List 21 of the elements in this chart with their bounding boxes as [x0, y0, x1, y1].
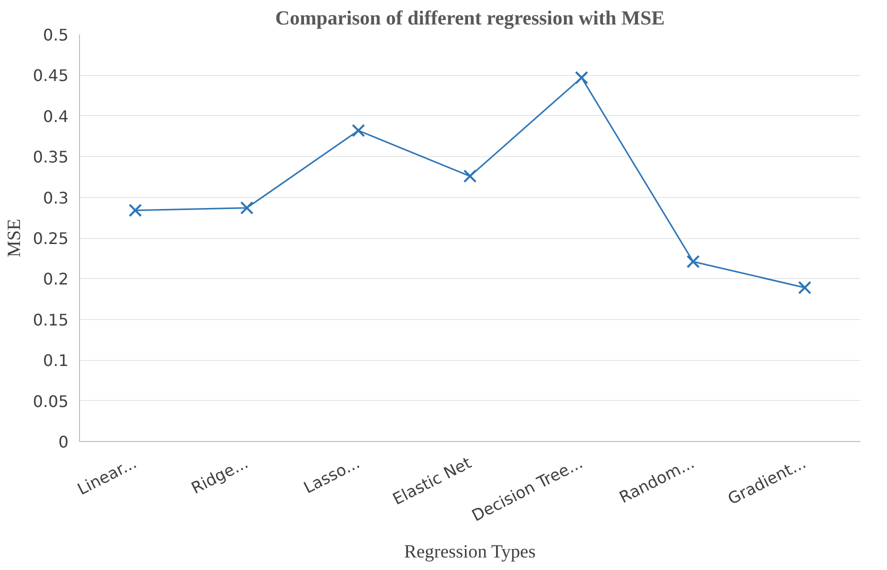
point — [686, 254, 700, 268]
point — [128, 204, 142, 217]
point — [798, 280, 812, 294]
point — [463, 169, 477, 183]
chart-title: Comparison of different regression with MSE — [275, 8, 665, 30]
y-tick-label: 0.1 — [43, 351, 69, 370]
y-tick-label: 0.4 — [43, 106, 69, 126]
y-tick-label: 0.5 — [43, 26, 69, 44]
y-tick-label: 0.45 — [32, 66, 68, 86]
y-tick-label: 0.05 — [32, 392, 68, 411]
y-tick-label: 0.2 — [43, 270, 69, 289]
point — [240, 201, 254, 215]
y-tick-label: 0.35 — [32, 148, 68, 167]
y-tick-label: 0.25 — [32, 229, 68, 248]
y-tick-label: 0.15 — [32, 310, 68, 330]
y-axis-title: MSE — [4, 218, 25, 258]
y-tick-label: 0 — [58, 432, 69, 452]
y-tick-label: 0.3 — [43, 188, 69, 208]
x-axis-title: Regression Types — [404, 542, 536, 563]
point — [352, 124, 366, 138]
point — [574, 70, 588, 84]
